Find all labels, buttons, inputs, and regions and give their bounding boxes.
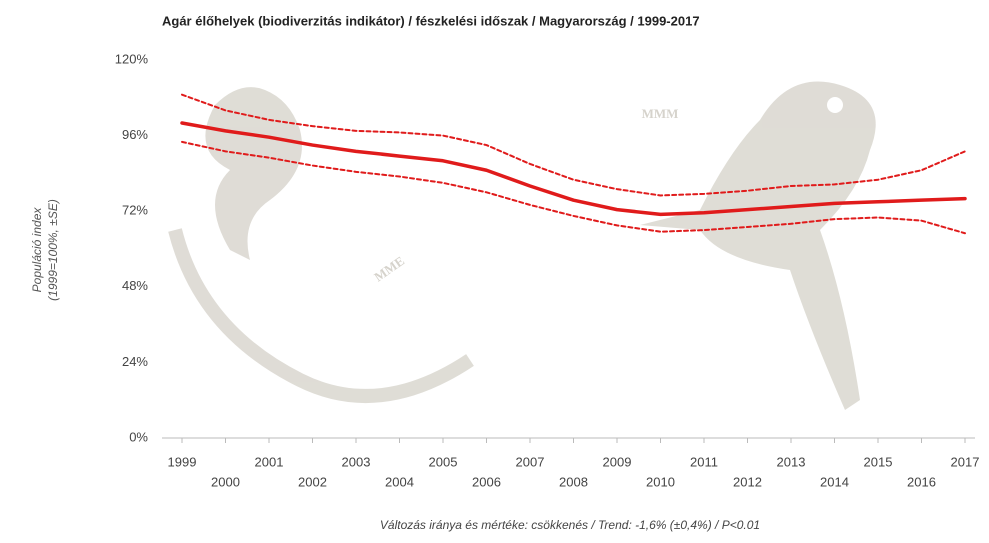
x-tick-label: 2001 <box>255 454 284 469</box>
watermark <box>168 81 876 411</box>
x-tick-label: 2015 <box>864 454 893 469</box>
x-tick-label: 2010 <box>646 474 675 489</box>
y-tick-label: 96% <box>122 127 148 142</box>
watermark-text: MME <box>371 253 407 284</box>
x-tick-label: 2002 <box>298 474 327 489</box>
x-tick-label: 2007 <box>516 454 545 469</box>
bird-right <box>640 81 876 411</box>
x-tick-label: 2012 <box>733 474 762 489</box>
x-tick-label: 2004 <box>385 474 414 489</box>
y-axis-label: (1999=100%, ±SE) <box>46 199 60 301</box>
series-line <box>181 93 966 197</box>
y-tick-label: 120% <box>115 51 149 66</box>
footer-note: Változás iránya és mértéke: csökkenés / … <box>380 518 760 532</box>
x-tick-label: 2005 <box>429 454 458 469</box>
x-tick-label: 2016 <box>907 474 936 489</box>
x-tick-label: 2013 <box>777 454 806 469</box>
y-tick-label: 48% <box>122 278 148 293</box>
y-tick-label: 0% <box>129 429 148 444</box>
logo-arc <box>168 228 474 403</box>
x-tick-label: 2003 <box>342 454 371 469</box>
series-line <box>181 140 966 235</box>
watermark-text: MMM <box>642 106 679 121</box>
bird-eye <box>827 97 843 113</box>
x-tick-label: 2009 <box>603 454 632 469</box>
x-tick-label: 2006 <box>472 474 501 489</box>
chart-title: Agár élőhelyek (biodiverzitás indikátor)… <box>162 13 700 28</box>
x-tick-label: 1999 <box>168 454 197 469</box>
y-tick-label: 24% <box>122 354 148 369</box>
series-line <box>180 121 967 217</box>
x-tick-label: 2000 <box>211 474 240 489</box>
x-tick-label: 2008 <box>559 474 588 489</box>
bird-left <box>205 87 302 260</box>
y-tick-label: 72% <box>122 203 148 218</box>
x-tick-label: 2014 <box>820 474 849 489</box>
x-tick-label: 2011 <box>690 454 718 469</box>
y-axis-label: Populáció index <box>30 207 44 293</box>
x-tick-label: 2017 <box>951 454 980 469</box>
